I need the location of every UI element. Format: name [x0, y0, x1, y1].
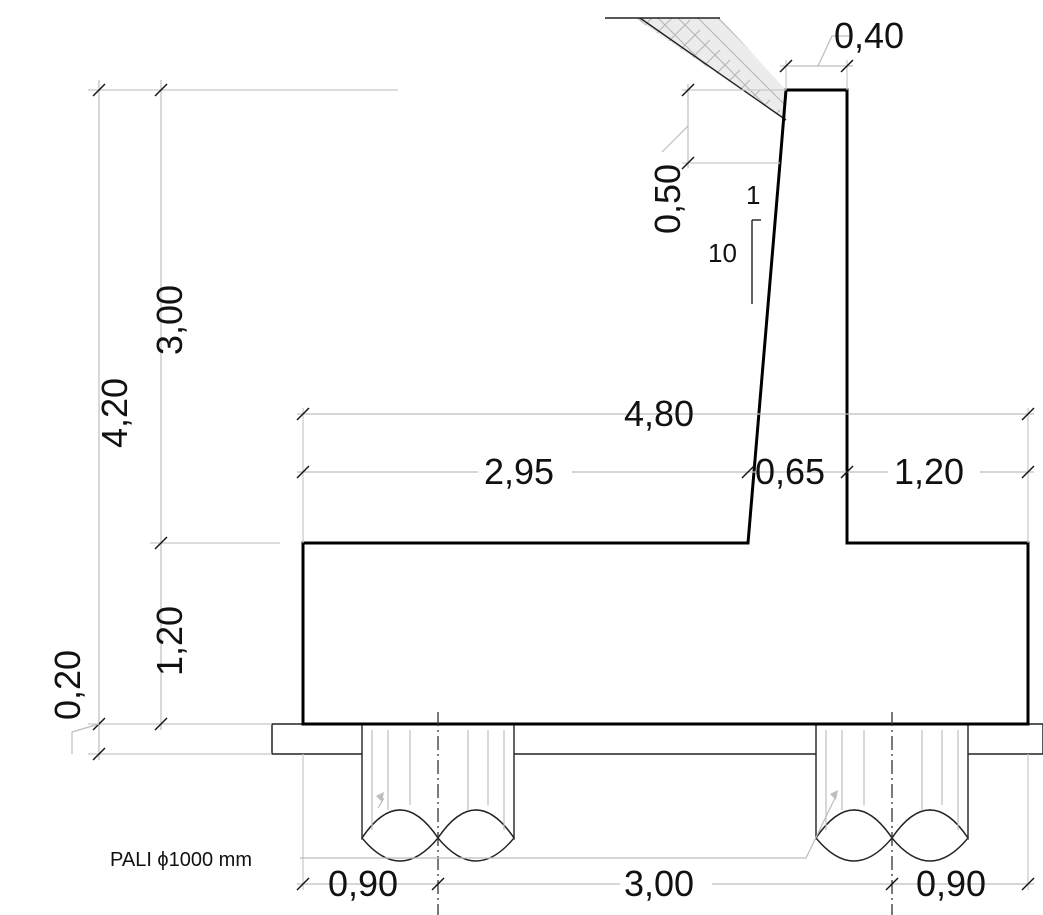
piles-label: PALI ϕ1000 mm [110, 849, 252, 871]
dim-stem-base-width: 0,65 [755, 451, 825, 492]
pile-right [815, 723, 969, 862]
dim-stem-height: 3,00 [149, 285, 190, 355]
dim-pile-edge-right: 0,90 [916, 863, 986, 904]
base-length-dimension [296, 407, 1035, 543]
dim-lean-layer: 0,20 [47, 650, 88, 720]
slope-run-label: 10 [708, 238, 737, 268]
pile-leaders [300, 790, 838, 859]
dim-base-thickness: 1,20 [149, 606, 190, 676]
dim-top-offset: 0,50 [647, 164, 688, 234]
slope-indicator [751, 219, 761, 304]
dim-pile-spacing: 3,00 [624, 863, 694, 904]
top-width-dimension [779, 35, 854, 90]
top-offset-dimension [661, 83, 786, 170]
vertical-dimensions [71, 80, 398, 761]
dim-toe-length: 1,20 [894, 451, 964, 492]
dim-pile-edge-left: 0,90 [328, 863, 398, 904]
dim-top-width: 0,40 [834, 15, 904, 56]
dim-base-length: 4,80 [624, 393, 694, 434]
dim-total-height: 4,20 [94, 378, 135, 448]
retaining-wall-section [301, 88, 1030, 726]
dim-heel-length: 2,95 [484, 451, 554, 492]
slope-rise-label: 1 [746, 180, 760, 210]
